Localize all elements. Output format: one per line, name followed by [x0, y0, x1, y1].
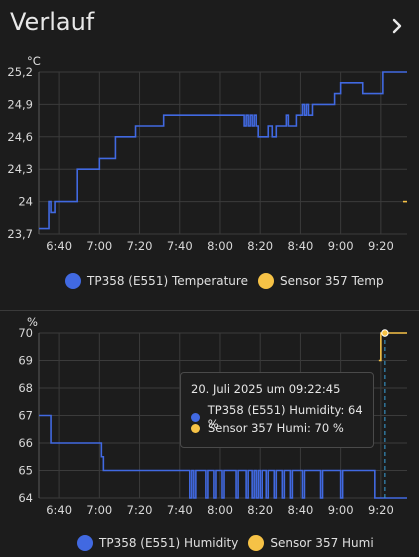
x-tick-label: 6:40 [46, 239, 72, 253]
x-tick-label: 9:20 [368, 503, 394, 517]
x-tick-label: 9:00 [328, 503, 354, 517]
y-tick-label: 67 [18, 409, 33, 423]
legend-dot [248, 535, 265, 551]
legend-item-sensor-temp[interactable]: Sensor 357 Temp [257, 273, 384, 289]
x-tick-label: 7:40 [167, 239, 193, 253]
y-tick-label: 24,6 [7, 130, 33, 144]
series-line[interactable] [39, 414, 407, 499]
chart-tooltip: 20. Juli 2025 um 09:22:45 TP358 (E551) H… [180, 372, 374, 448]
legend-dot [77, 535, 93, 551]
tooltip-label: Sensor 357 Humi: 70 % [208, 421, 344, 435]
unit-label: % [27, 315, 38, 329]
y-tick-label: 24,9 [7, 97, 33, 111]
x-tick-label: 8:40 [288, 239, 314, 253]
y-tick-label: 68 [18, 381, 33, 395]
tooltip-row-sensor-humi: Sensor 357 Humi: 70 % [191, 421, 344, 435]
tooltip-row-humidity: TP358 (E551) Humidity: 64 % [191, 403, 373, 431]
x-tick-label: 8:20 [247, 503, 273, 517]
card-title: Verlauf [10, 8, 95, 36]
legend-label: TP358 (E551) Humidity [99, 536, 239, 550]
legend-label: TP358 (E551) Temperature [87, 274, 248, 288]
y-tick-label: 70 [18, 326, 33, 340]
y-tick-label: 24 [18, 195, 33, 209]
x-tick-label: 8:00 [207, 503, 233, 517]
unit-label: °C [27, 54, 41, 68]
x-tick-label: 7:00 [86, 239, 112, 253]
tooltip-dot [191, 423, 200, 433]
humidity-legend: TP358 (E551) Humidity Sensor 357 Humi [77, 533, 384, 553]
y-tick-label: 24,3 [7, 162, 33, 176]
legend-item-sensor-humi[interactable]: Sensor 357 Humi [248, 535, 374, 551]
legend-label: Sensor 357 Humi [270, 536, 374, 550]
y-tick-label: 66 [18, 436, 33, 450]
hover-point [381, 329, 389, 337]
divider [0, 310, 419, 311]
x-tick-label: 8:00 [207, 239, 233, 253]
y-tick-label: 69 [18, 354, 33, 368]
x-tick-label: 7:20 [127, 503, 153, 517]
tooltip-label: TP358 (E551) Humidity: 64 % [207, 403, 363, 431]
temperature-chart[interactable]: 25,2 24,9 24,6 24,3 24 23,7 6:40 7:00 7:20 7:40 8:… [0, 52, 419, 312]
temperature-legend: TP358 (E551) Temperature Sensor 357 Temp [65, 271, 394, 291]
y-tick-label: 64 [18, 491, 33, 505]
x-tick-label: 7:40 [167, 503, 193, 517]
chevron-right-icon[interactable] [386, 14, 408, 38]
legend-item-temperature[interactable]: TP358 (E551) Temperature [65, 273, 248, 289]
legend-item-humidity[interactable]: TP358 (E551) Humidity [77, 535, 238, 551]
legend-dot [257, 273, 274, 289]
x-tick-label: 7:20 [127, 239, 153, 253]
x-tick-label: 7:00 [86, 503, 112, 517]
tooltip-title: 20. Juli 2025 um 09:22:45 [191, 382, 341, 396]
x-tick-label: 6:40 [46, 503, 72, 517]
x-tick-label: 9:00 [328, 239, 354, 253]
y-tick-label: 65 [18, 464, 33, 478]
x-tick-label: 8:20 [247, 239, 273, 253]
x-tick-label: 9:20 [368, 239, 394, 253]
card-header: Verlauf [0, 0, 419, 50]
x-tick-label: 8:40 [288, 503, 314, 517]
y-tick-label: 25,2 [7, 65, 33, 79]
legend-label: Sensor 357 Temp [279, 274, 384, 288]
y-tick-label: 23,7 [7, 227, 33, 241]
series-line[interactable] [378, 332, 407, 362]
tooltip-dot [191, 412, 200, 422]
series-line[interactable] [39, 71, 407, 230]
legend-dot [65, 273, 81, 289]
